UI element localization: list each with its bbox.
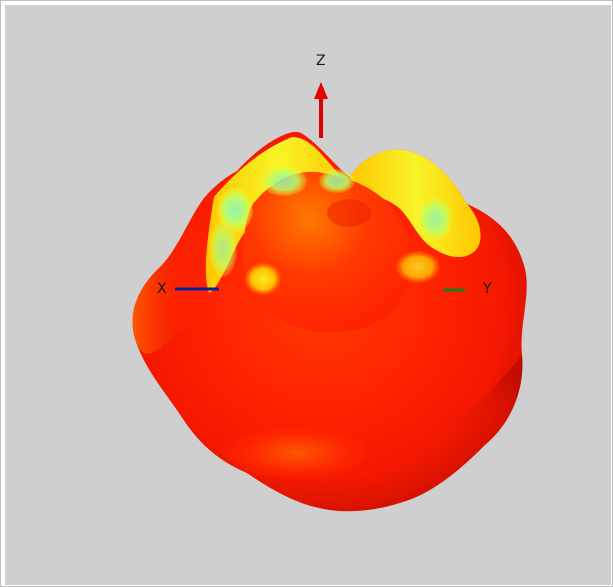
- radiation-pattern-surface[interactable]: [132, 131, 527, 512]
- pattern-canvas[interactable]: [5, 5, 611, 585]
- x-axis-label: X: [157, 281, 167, 297]
- 3d-viewport[interactable]: Z X Y: [5, 5, 611, 585]
- z-axis-arrow: [314, 82, 328, 138]
- z-axis-label: Z: [316, 53, 326, 69]
- y-axis-label: Y: [483, 281, 492, 297]
